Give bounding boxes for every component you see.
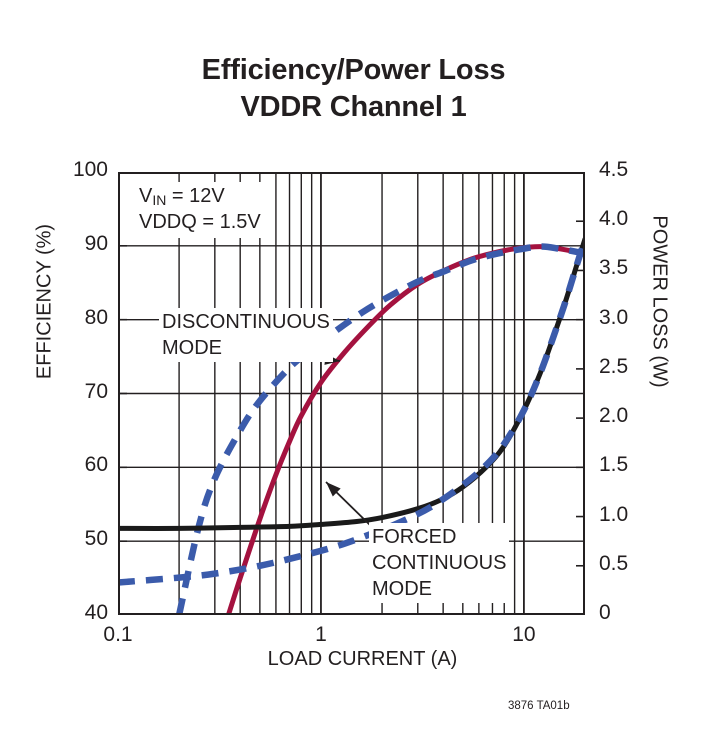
y-axis-right-tick-0.5: 0.5 [599, 551, 629, 575]
vin-symbol: V [139, 185, 153, 207]
y-axis-left-tick-100: 100 [72, 158, 108, 181]
figure-title-line-1: Efficiency/Power Loss [201, 54, 506, 86]
y-axis-left-tick-70: 70 [84, 379, 108, 403]
y-axis-right-tick-3.5: 3.5 [599, 256, 629, 280]
plot-border [118, 172, 585, 615]
discontinuous-mode-line-1: DISCONTINUOUS [162, 311, 330, 333]
forced-mode-line-3: MODE [372, 578, 432, 600]
discontinuous-mode-line-2: MODE [162, 337, 222, 359]
condition-vddq: VDDQ = 1.5V [139, 210, 261, 233]
y-axis-right-tick-0: 0 [599, 601, 611, 624]
y-axis-left-tick-80: 80 [84, 305, 108, 329]
x-axis-tick-0.1: 0.1 [103, 623, 133, 646]
y-axis-right-tick-4.0: 4.0 [599, 207, 629, 231]
y-axis-left-tick-50: 50 [84, 527, 108, 551]
y-axis-right-tick-2.0: 2.0 [599, 404, 629, 428]
chart-plot-area [118, 172, 585, 615]
y-axis-left-tick-60: 60 [84, 453, 108, 477]
discontinuous-mode-annotation: DISCONTINUOUS MODE [159, 308, 333, 362]
x-axis-label-text: LOAD CURRENT (A) [267, 648, 458, 670]
figure-title-line-2: VDDR Channel 1 [240, 90, 467, 123]
y-axis-right-tick-1.5: 1.5 [599, 453, 629, 477]
y-axis-right-label: POWER LOSS (W) [648, 215, 671, 388]
y-axis-right-tick-4.5: 4.5 [599, 158, 629, 181]
forced-mode-line-2: CONTINUOUS [372, 552, 507, 574]
y-axis-left-tick-90: 90 [84, 231, 108, 255]
y-axis-right-tick-3.0: 3.0 [599, 305, 629, 329]
y-axis-right-tick-1.0: 1.0 [599, 502, 629, 526]
figure-code: 3876 TA01b [508, 700, 570, 712]
y-axis-left-tick-40: 40 [84, 601, 108, 624]
forced-continuous-mode-annotation: FORCED CONTINUOUS MODE [369, 523, 510, 603]
figure-title: Efficiency/Power Loss VDDR Channel 1 [0, 52, 707, 126]
x-axis-label: LOAD CURRENT (A) [0, 648, 707, 671]
vin-value: = 12V [166, 185, 225, 207]
x-axis-tick-1: 1 [315, 623, 327, 646]
forced-mode-line-1: FORCED [372, 526, 457, 548]
conditions-annotation: VIN = 12V VDDQ = 1.5V [137, 182, 267, 238]
x-axis-tick-10: 10 [512, 623, 536, 646]
vin-subscript: IN [152, 192, 167, 208]
y-axis-right-tick-2.5: 2.5 [599, 354, 629, 378]
condition-vin: VIN = 12V [139, 184, 261, 210]
